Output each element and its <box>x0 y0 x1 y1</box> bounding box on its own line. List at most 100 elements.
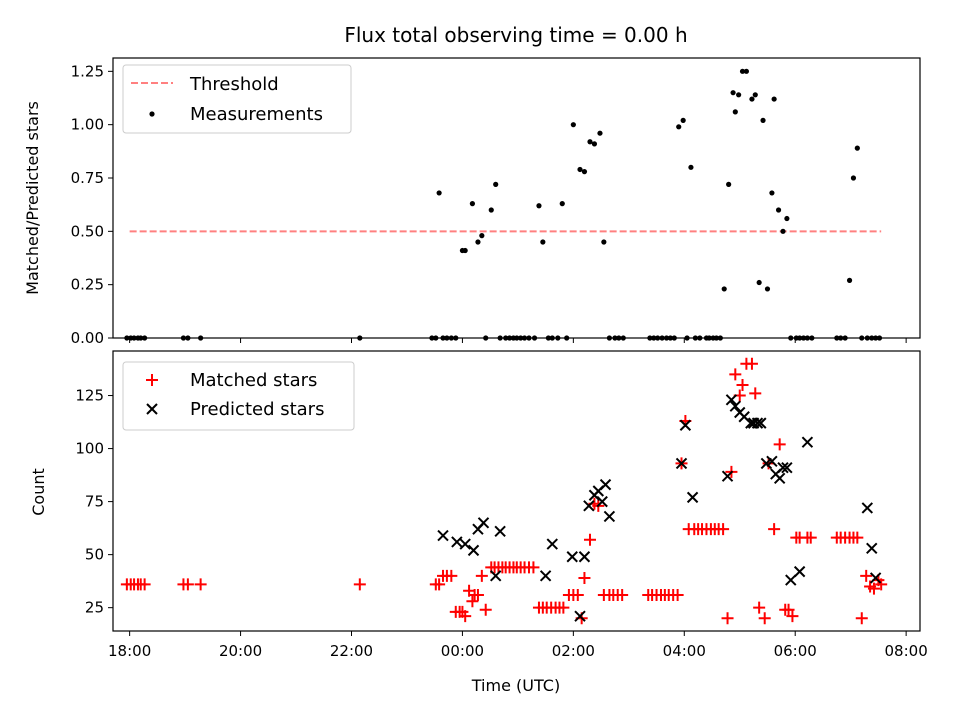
top-measurement-point <box>784 215 790 222</box>
bottom-legend-predicted-label: Predicted stars <box>190 399 324 420</box>
bottom-predicted-star-point <box>777 461 789 474</box>
bottom-matched-star-point <box>851 531 864 544</box>
top-measurement-point <box>769 190 775 196</box>
bottom-predicted-star-point <box>596 495 608 508</box>
bottom-matched-star-point <box>729 368 742 381</box>
bottom-predicted-star-point <box>725 394 738 406</box>
bottom-predicted-star-point <box>866 542 878 554</box>
top-measurement-point <box>764 286 771 292</box>
bottom-matched-star-point <box>475 569 488 582</box>
bottom-x-tick-label: 04:00 <box>663 642 706 660</box>
top-measurement-point <box>775 207 782 213</box>
bottom-matched-star-point <box>768 523 781 536</box>
bottom-y-tick-label: 50 <box>85 546 104 564</box>
top-legend-box <box>122 64 352 134</box>
top-legend-measurements-label: Measurements <box>190 104 323 125</box>
bottom-matched-star-point <box>773 438 786 451</box>
bottom-legend-matched-swatch <box>146 374 158 386</box>
top-chart-title: Flux total observing time = 0.00 h <box>344 23 687 47</box>
bottom-matched-star-point <box>583 533 596 546</box>
bottom-x-tick-label: 20:00 <box>219 642 262 660</box>
top-measurement-point <box>749 96 755 102</box>
top-measurement-point <box>462 247 468 254</box>
bottom-matched-star-point <box>782 603 795 616</box>
bottom-x-tick-label: 00:00 <box>441 642 484 660</box>
top-measurement-point <box>771 96 777 102</box>
top-measurement-point <box>688 164 694 170</box>
top-measurement-point <box>479 233 485 239</box>
bottom-chart-x-axis-label: Time (UTC) <box>471 676 560 695</box>
bottom-matched-star-point <box>804 531 817 544</box>
bottom-predicted-star-point <box>437 529 449 542</box>
bottom-predicted-star-point <box>793 565 806 578</box>
top-measurement-point <box>436 190 442 196</box>
bottom-matched-star-point <box>527 561 540 574</box>
top-measurement-point <box>676 124 682 130</box>
bottom-matched-star-point <box>721 612 734 625</box>
bottom-predicted-star-point <box>566 551 578 563</box>
top-measurement-point <box>726 181 732 187</box>
bottom-x-tick-label: 08:00 <box>885 642 928 660</box>
bottom-matched-star-point <box>194 578 207 591</box>
bottom-predicted-star-point <box>751 417 764 429</box>
bottom-matched-star-point <box>459 610 472 623</box>
top-measurement-point <box>597 130 603 136</box>
bottom-matched-star-point <box>616 588 629 601</box>
top-y-tick-label: 0.50 <box>71 222 104 240</box>
bottom-y-tick-label: 25 <box>85 599 104 617</box>
bottom-predicted-star-point <box>785 574 797 586</box>
top-measurement-point <box>587 139 593 145</box>
bottom-matched-star-point <box>433 578 446 591</box>
bottom-x-tick-label: 06:00 <box>774 642 817 660</box>
top-y-tick-label: 0.00 <box>71 329 104 347</box>
bottom-predicted-star-point <box>539 570 552 582</box>
top-measurement-point <box>570 122 576 128</box>
bottom-matched-star-point <box>671 588 684 601</box>
top-chart-panel: 0.00 0.25 0.50 0.75 1.00 1.25 Matched/Predict… <box>23 57 921 347</box>
bottom-chart-panel: 25 50 75 100 125 18:00 20:00 22:00 00:00 02:00 04:… <box>29 350 928 695</box>
top-measurement-point <box>488 207 494 213</box>
bottom-predicted-star-point <box>494 525 506 538</box>
bottom-predicted-star-point <box>801 436 814 448</box>
bottom-matched-star-point <box>753 601 766 614</box>
bottom-legend-box <box>122 361 355 431</box>
bottom-x-tick-label: 02:00 <box>552 642 595 660</box>
bottom-y-tick-label: 125 <box>75 387 104 405</box>
bottom-matched-star-point <box>749 387 762 400</box>
bottom-predicted-star-point <box>721 470 734 482</box>
bottom-matched-star-point <box>875 578 888 591</box>
bottom-legend-predicted-swatch <box>146 403 158 415</box>
top-measurement-point <box>752 92 758 98</box>
bottom-matched-star-point <box>571 588 584 601</box>
top-measurement-point <box>743 68 749 74</box>
bottom-matched-star-point <box>479 603 492 616</box>
top-measurement-point <box>581 169 588 175</box>
top-chart-y-axis-label: Matched/Predicted stars <box>23 101 42 295</box>
top-measurement-point <box>760 117 766 123</box>
bottom-predicted-star-point <box>729 400 742 412</box>
top-y-tick-label: 1.00 <box>71 116 104 134</box>
bottom-matched-star-point <box>445 569 458 582</box>
bottom-predicted-star-point <box>477 517 490 529</box>
top-measurement-point <box>739 68 746 74</box>
top-measurement-point <box>846 277 853 283</box>
bottom-matched-star-point <box>557 601 570 614</box>
bottom-predicted-star-point <box>675 457 688 470</box>
top-measurement-point <box>732 109 738 115</box>
bottom-matched-star-point <box>855 612 868 625</box>
bottom-predicted-star-point <box>603 510 616 523</box>
top-legend-measurements-swatch <box>149 111 155 117</box>
bottom-matched-star-point <box>758 612 771 625</box>
top-chart-axes: 0.00 0.25 0.50 0.75 1.00 1.25 <box>71 62 907 347</box>
bottom-predicted-star-point <box>459 538 471 550</box>
bottom-matched-star-point <box>745 357 758 370</box>
bottom-x-tick-label: 18:00 <box>108 642 151 660</box>
top-chart-frame <box>112 57 921 339</box>
bottom-chart-marks <box>120 357 888 625</box>
bottom-x-tick-label: 22:00 <box>330 642 373 660</box>
top-measurement-point <box>577 166 583 173</box>
top-measurement-point <box>780 228 786 234</box>
bottom-predicted-star-point <box>686 491 699 504</box>
top-measurement-point <box>601 239 607 245</box>
